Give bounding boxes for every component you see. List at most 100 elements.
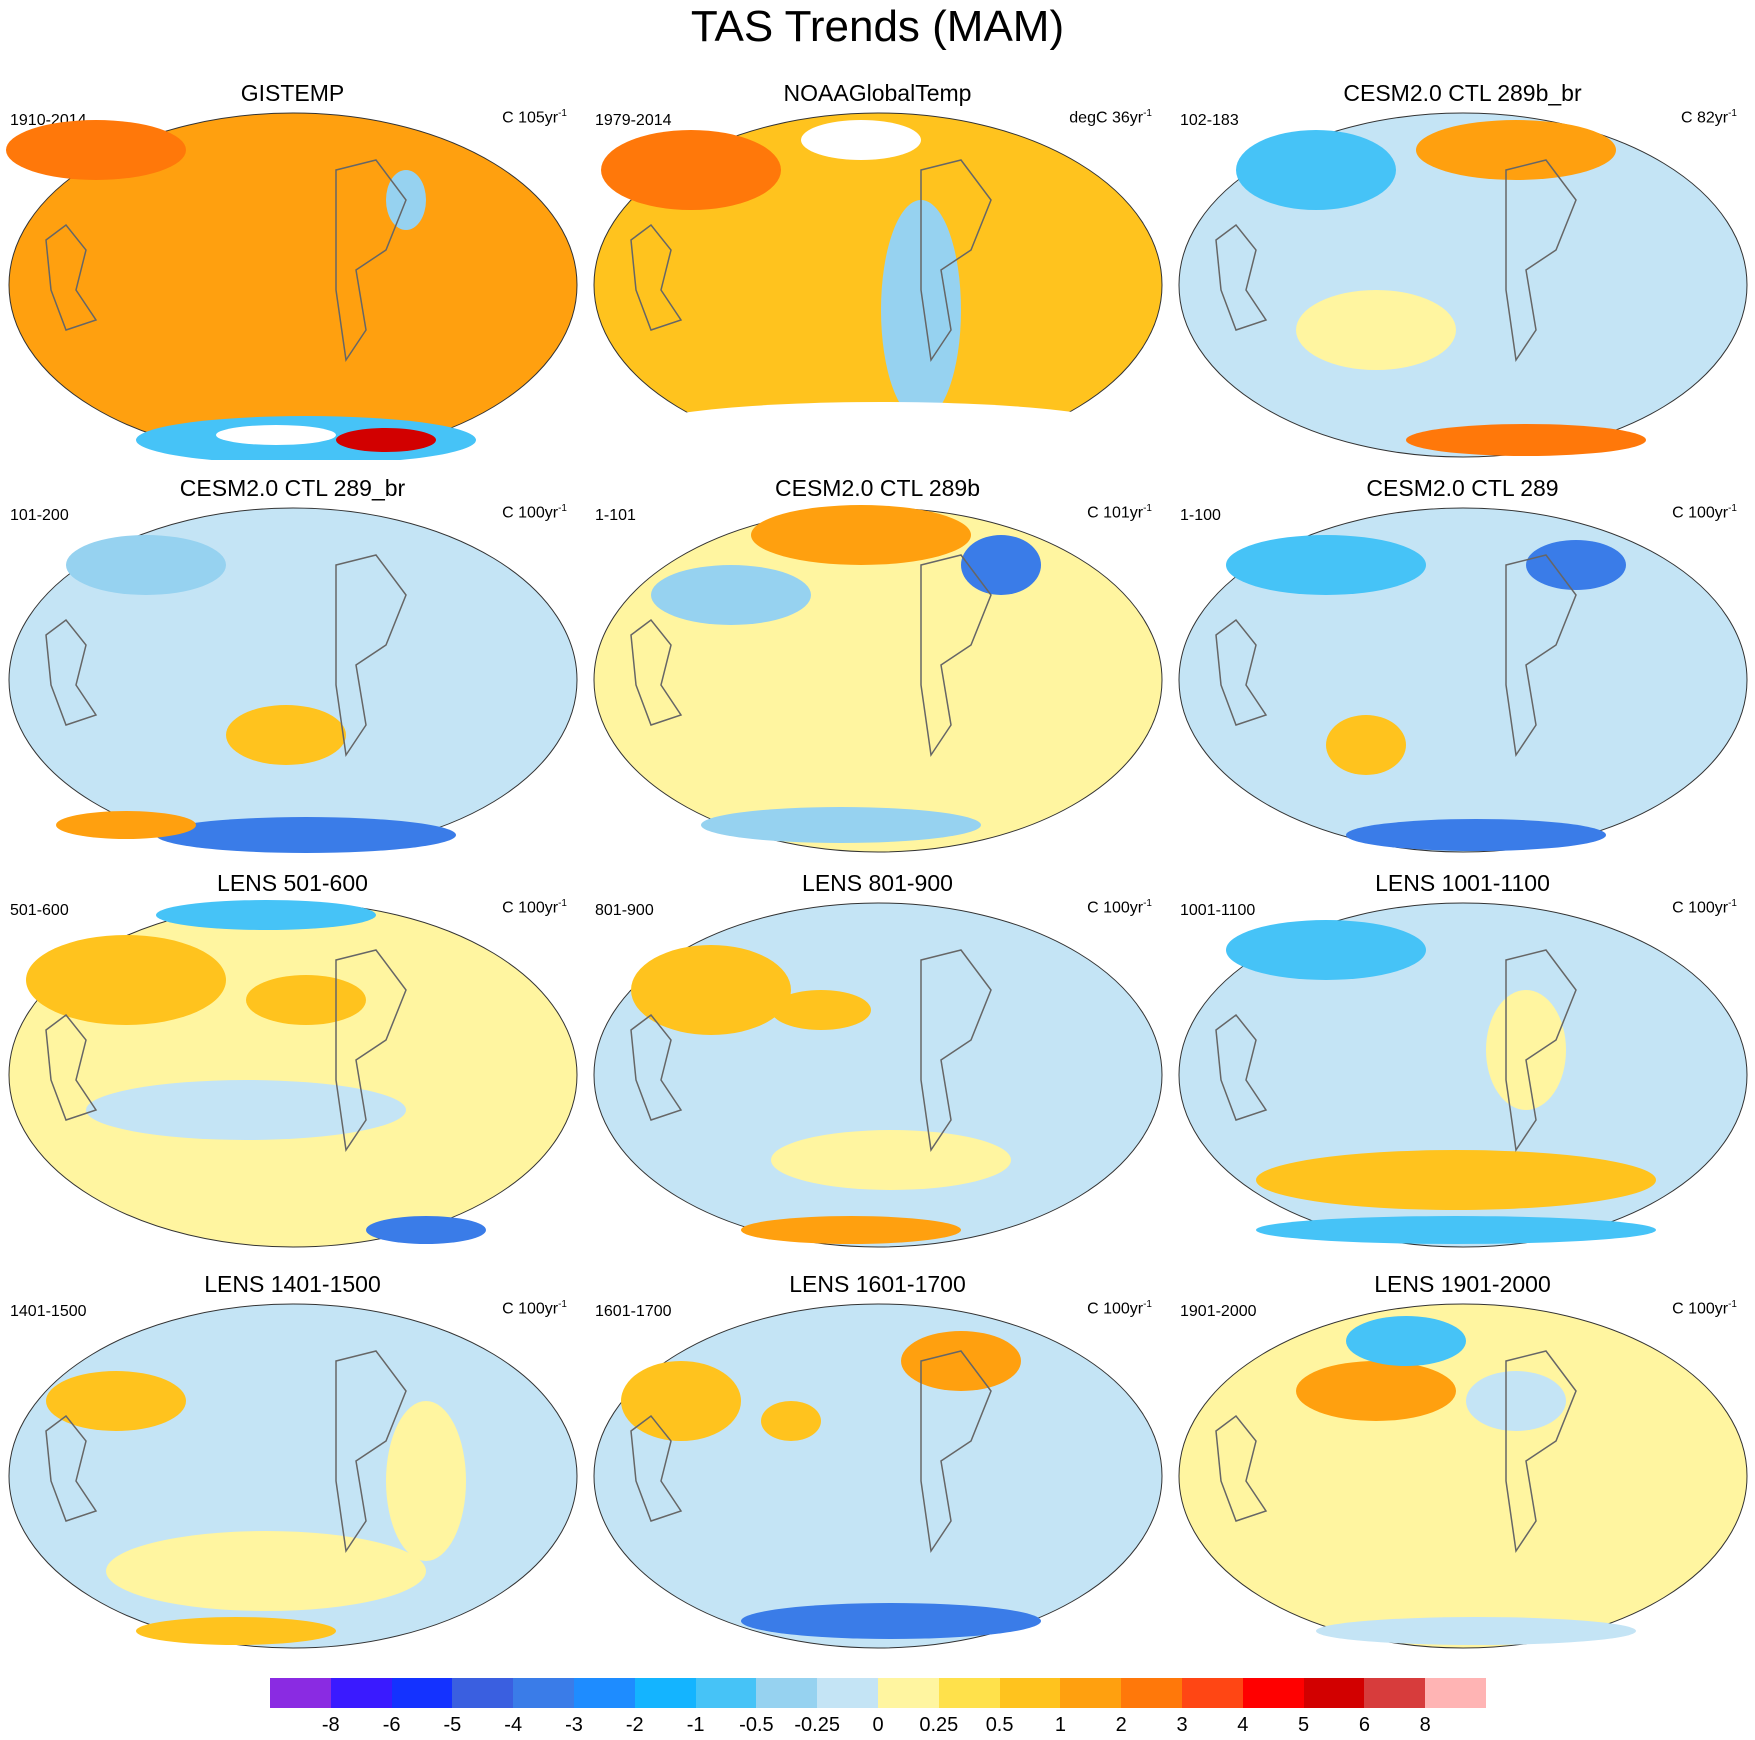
colorbar-tick-label: 0 bbox=[872, 1714, 884, 1736]
colorbar-tick-label: -4 bbox=[504, 1714, 523, 1736]
panel-units: C 100yr-1 bbox=[1672, 1299, 1737, 1318]
panel-units: C 105yr-1 bbox=[502, 108, 567, 127]
panel-title: CESM2.0 CTL 289 bbox=[1366, 475, 1559, 501]
trend-map bbox=[593, 505, 1163, 853]
panel-units: degC 36yr-1 bbox=[1069, 108, 1152, 127]
colorbar-swatch bbox=[452, 1678, 514, 1708]
colorbar-swatch bbox=[1181, 1678, 1243, 1708]
panel-units: C 100yr-1 bbox=[502, 898, 567, 917]
panel-lens-1601-1700: LENS 1601-1700 1601-1700 C 100yr-1 bbox=[585, 1185, 1170, 1649]
panel-units: C 100yr-1 bbox=[1087, 898, 1152, 917]
panel-title: LENS 501-600 bbox=[217, 870, 368, 896]
panel-period: 1401-1500 bbox=[10, 1303, 87, 1320]
colorbar-swatch bbox=[330, 1678, 392, 1708]
panel-period: 801-900 bbox=[595, 902, 654, 919]
colorbar-swatch bbox=[1303, 1678, 1365, 1708]
panel-title: LENS 801-900 bbox=[802, 870, 953, 896]
panel-cesm2-ctl-289b-br: CESM2.0 CTL 289b_br 102-183 C 82yr-1 bbox=[1170, 0, 1755, 458]
panel-gistemp: GISTEMP 1910-2014 C 105yr-1 bbox=[0, 0, 585, 460]
panel-lens-1901-2000: LENS 1901-2000 1901-2000 C 100yr-1 bbox=[1170, 1185, 1755, 1649]
colorbar-swatch bbox=[756, 1678, 818, 1708]
colorbar-swatch bbox=[573, 1678, 635, 1708]
trend-map bbox=[1178, 507, 1748, 853]
panel-title: LENS 1601-1700 bbox=[789, 1271, 966, 1297]
panel-lens-801-900: LENS 801-900 801-900 C 100yr-1 bbox=[585, 790, 1170, 1248]
colorbar-swatch bbox=[817, 1678, 878, 1708]
colorbar-swatch bbox=[513, 1678, 574, 1708]
trend-map bbox=[8, 1303, 578, 1649]
colorbar-swatch bbox=[1364, 1678, 1426, 1708]
panel-units: C 82yr-1 bbox=[1680, 108, 1737, 127]
colorbar-swatch bbox=[695, 1678, 757, 1708]
colorbar-tick-label: -0.25 bbox=[794, 1714, 840, 1736]
colorbar-tick-label: 6 bbox=[1358, 1714, 1370, 1736]
trend-map bbox=[1178, 902, 1748, 1248]
panel-period: 1-101 bbox=[595, 507, 636, 524]
colorbar-swatch bbox=[1060, 1678, 1122, 1708]
colorbar-swatch bbox=[1425, 1678, 1486, 1708]
panel-units: C 101yr-1 bbox=[1087, 503, 1152, 522]
panel-title: NOAAGlobalTemp bbox=[783, 80, 972, 106]
colorbar-tick-label: -0.5 bbox=[739, 1714, 774, 1736]
colorbar-tick-label: 5 bbox=[1298, 1714, 1310, 1736]
colorbar-tick-label: -6 bbox=[382, 1714, 401, 1736]
trend-map bbox=[8, 900, 578, 1248]
colorbar-swatch bbox=[877, 1678, 939, 1708]
panel-title: GISTEMP bbox=[240, 80, 345, 106]
trend-map bbox=[593, 1303, 1163, 1649]
panel-lens-501-600: LENS 501-600 501-600 C 100yr-1 bbox=[0, 790, 585, 1248]
panel-lens-1001-1100: LENS 1001-1100 1001-1100 C 100yr-1 bbox=[1170, 790, 1755, 1248]
panel-period: 102-183 bbox=[1180, 112, 1239, 129]
panel-cesm2-ctl-289b: CESM2.0 CTL 289b 1-101 C 101yr-1 bbox=[585, 395, 1170, 853]
panel-cesm2-ctl-289-br: CESM2.0 CTL 289_br 101-200 C 100yr-1 bbox=[0, 395, 585, 853]
colorbar-swatch bbox=[938, 1678, 1000, 1708]
colorbar-swatch bbox=[1242, 1678, 1304, 1708]
panel-units: C 100yr-1 bbox=[1672, 503, 1737, 522]
colorbar-swatch bbox=[1121, 1678, 1182, 1708]
panel-title: CESM2.0 CTL 289b_br bbox=[1343, 80, 1582, 106]
panel-title: LENS 1001-1100 bbox=[1375, 870, 1550, 896]
colorbar-labels: -8 -6 -5 -4 -3 -2 -1 -0.5 -0.25 0 0.25 0.5 1 2 3 4 5 6 8 bbox=[270, 1714, 1486, 1740]
panel-noaaglobaltemp: NOAAGlobalTemp 1979-2014 degC 36yr-1 bbox=[585, 0, 1170, 458]
colorbar-tick-label: 4 bbox=[1237, 1714, 1249, 1736]
colorbar-tick-label: 3 bbox=[1176, 1714, 1188, 1736]
panel-units: C 100yr-1 bbox=[502, 1299, 567, 1318]
panel-units: C 100yr-1 bbox=[1672, 898, 1737, 917]
panel-title: LENS 1901-2000 bbox=[1374, 1271, 1551, 1297]
trend-map bbox=[593, 112, 1163, 458]
panel-period: 1901-2000 bbox=[1180, 1303, 1257, 1320]
colorbar-tick-label: 0.5 bbox=[985, 1714, 1014, 1736]
panel-title: LENS 1401-1500 bbox=[204, 1271, 381, 1297]
panel-period: 1-100 bbox=[1180, 507, 1221, 524]
colorbar-swatch bbox=[999, 1678, 1061, 1708]
trend-map bbox=[1178, 112, 1748, 458]
colorbar-tick-label: -8 bbox=[321, 1714, 340, 1736]
colorbar-tick-label: -3 bbox=[565, 1714, 583, 1736]
panel-period: 1601-1700 bbox=[595, 1303, 672, 1320]
colorbar-swatch bbox=[391, 1678, 453, 1708]
trend-map bbox=[593, 902, 1163, 1248]
trend-map bbox=[8, 507, 578, 853]
colorbar-tick-label: 0.25 bbox=[919, 1714, 959, 1736]
colorbar-tick-label: -5 bbox=[443, 1714, 462, 1736]
panel-cesm2-ctl-289: CESM2.0 CTL 289 1-100 C 100yr-1 bbox=[1170, 395, 1755, 853]
colorbar-tick-label: 8 bbox=[1419, 1714, 1431, 1736]
panel-lens-1401-1500: LENS 1401-1500 1401-1500 C 100yr-1 bbox=[0, 1185, 585, 1649]
panel-title: CESM2.0 CTL 289b bbox=[775, 475, 980, 501]
trend-map bbox=[1178, 1303, 1748, 1649]
figure-title: TAS Trends (MAM) bbox=[690, 2, 1065, 51]
panel-period: 1001-1100 bbox=[1180, 902, 1256, 919]
colorbar-swatch bbox=[634, 1678, 696, 1708]
panel-period: 101-200 bbox=[10, 507, 69, 524]
panel-period: 501-600 bbox=[10, 902, 69, 919]
colorbar bbox=[270, 1678, 1486, 1708]
panel-period: 1979-2014 bbox=[595, 112, 672, 129]
colorbar-tick-label: 1 bbox=[1054, 1714, 1066, 1736]
panel-title: CESM2.0 CTL 289_br bbox=[179, 475, 406, 501]
colorbar-swatch bbox=[270, 1678, 331, 1708]
colorbar-tick-label: -1 bbox=[686, 1714, 705, 1736]
panel-units: C 100yr-1 bbox=[1087, 1299, 1152, 1318]
trend-map bbox=[6, 112, 578, 460]
panel-units: C 100yr-1 bbox=[502, 503, 567, 522]
colorbar-tick-label: 2 bbox=[1115, 1714, 1127, 1736]
